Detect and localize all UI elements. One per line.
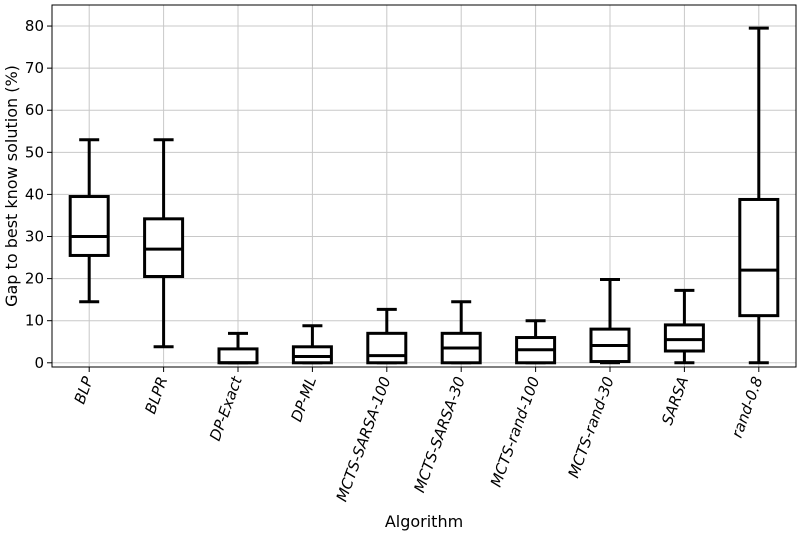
y-axis-title: Gap to best know solution (%) (2, 65, 21, 307)
iqr-box (291, 345, 333, 365)
box-dp-ml (291, 324, 333, 365)
y-tick-label: 40 (25, 185, 44, 203)
box-blp (68, 138, 110, 304)
x-tick-label: MCTS-SARSA-30 (410, 374, 469, 495)
x-axis-title: Algorithm (385, 512, 463, 531)
box-blpr (143, 138, 185, 349)
y-tick-label: 80 (25, 17, 44, 35)
x-tick-label: MCTS-SARSA-100 (333, 374, 395, 504)
x-tick-label: BLPR (141, 374, 171, 416)
x-tick-label: MCTS-rand-30 (564, 374, 617, 480)
iqr-box (738, 197, 780, 318)
iqr-box (366, 331, 408, 365)
x-tick-label: BLP (71, 373, 98, 406)
box-sarsa (663, 288, 705, 365)
box-mcts-rand-100 (515, 319, 557, 365)
y-axis-ticks: 0 10 20 30 40 50 60 70 80 (25, 17, 52, 372)
box-series (68, 26, 780, 365)
box-mcts-sarsa-100 (366, 307, 408, 365)
y-tick-label: 30 (25, 228, 44, 246)
box-mcts-rand-30 (589, 277, 631, 365)
box-dp-exact (217, 331, 259, 365)
y-tick-label: 50 (25, 143, 44, 161)
box-mcts-sarsa-30 (440, 300, 482, 365)
iqr-box (217, 347, 259, 365)
plot-frame (51, 4, 797, 368)
iqr-box (663, 323, 705, 353)
x-tick-label: DP-ML (287, 374, 320, 424)
x-axis-ticks: BLP BLPR DP-Exact DP-ML MCTS-SARSA-100 MCTS-S… (71, 367, 767, 504)
grid-lines (52, 5, 796, 367)
y-tick-label: 10 (25, 312, 44, 330)
iqr-box (68, 195, 110, 257)
box-rand-0-8 (738, 26, 780, 365)
y-tick-label: 70 (25, 59, 44, 77)
x-tick-label: MCTS-rand-100 (487, 374, 544, 489)
x-tick-label: rand-0.8 (728, 374, 767, 440)
y-tick-label: 0 (34, 354, 44, 372)
y-tick-label: 60 (25, 101, 44, 119)
x-tick-label: SARSA (658, 374, 692, 427)
y-tick-label: 20 (25, 270, 44, 288)
x-tick-label: DP-Exact (206, 373, 246, 443)
